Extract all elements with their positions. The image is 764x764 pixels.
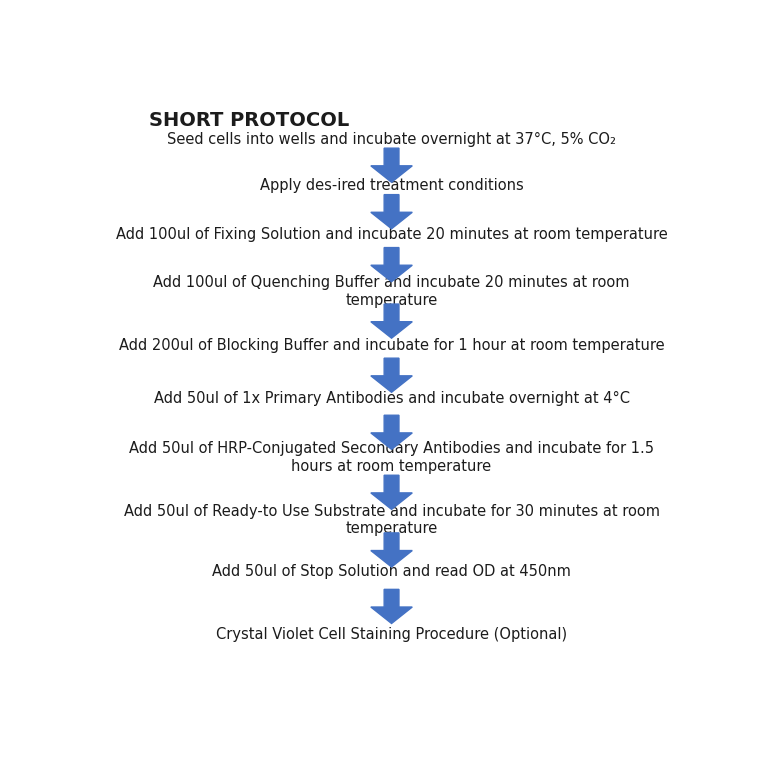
- Polygon shape: [371, 358, 413, 392]
- Polygon shape: [371, 148, 413, 183]
- Text: Add 100ul of Fixing Solution and incubate 20 minutes at room temperature: Add 100ul of Fixing Solution and incubat…: [115, 227, 668, 242]
- Text: Add 50ul of HRP-Conjugated Secondary Antibodies and incubate for 1.5
hours at ro: Add 50ul of HRP-Conjugated Secondary Ant…: [129, 442, 654, 474]
- Polygon shape: [371, 195, 413, 228]
- Text: SHORT PROTOCOL: SHORT PROTOCOL: [149, 111, 349, 130]
- Text: Add 200ul of Blocking Buffer and incubate for 1 hour at room temperature: Add 200ul of Blocking Buffer and incubat…: [118, 338, 665, 353]
- Text: Add 50ul of Ready-to Use Substrate and incubate for 30 minutes at room
temperatu: Add 50ul of Ready-to Use Substrate and i…: [124, 503, 659, 536]
- Polygon shape: [371, 533, 413, 567]
- Text: Seed cells into wells and incubate overnight at 37°C, 5% CO₂: Seed cells into wells and incubate overn…: [167, 132, 616, 147]
- Text: Add 100ul of Quenching Buffer and incubate 20 minutes at room
temperature: Add 100ul of Quenching Buffer and incuba…: [154, 276, 630, 308]
- Polygon shape: [371, 304, 413, 338]
- Polygon shape: [371, 589, 413, 623]
- Text: Add 50ul of 1x Primary Antibodies and incubate overnight at 4°C: Add 50ul of 1x Primary Antibodies and in…: [154, 391, 630, 406]
- Text: Apply des­ired treatment conditions: Apply des­ired treatment conditions: [260, 178, 523, 193]
- Polygon shape: [371, 415, 413, 449]
- Polygon shape: [371, 475, 413, 510]
- Text: Add 50ul of Stop Solution and read OD at 450nm: Add 50ul of Stop Solution and read OD at…: [212, 564, 571, 578]
- Polygon shape: [371, 248, 413, 282]
- Text: Crystal Violet Cell Staining Procedure (Optional): Crystal Violet Cell Staining Procedure (…: [216, 626, 567, 642]
